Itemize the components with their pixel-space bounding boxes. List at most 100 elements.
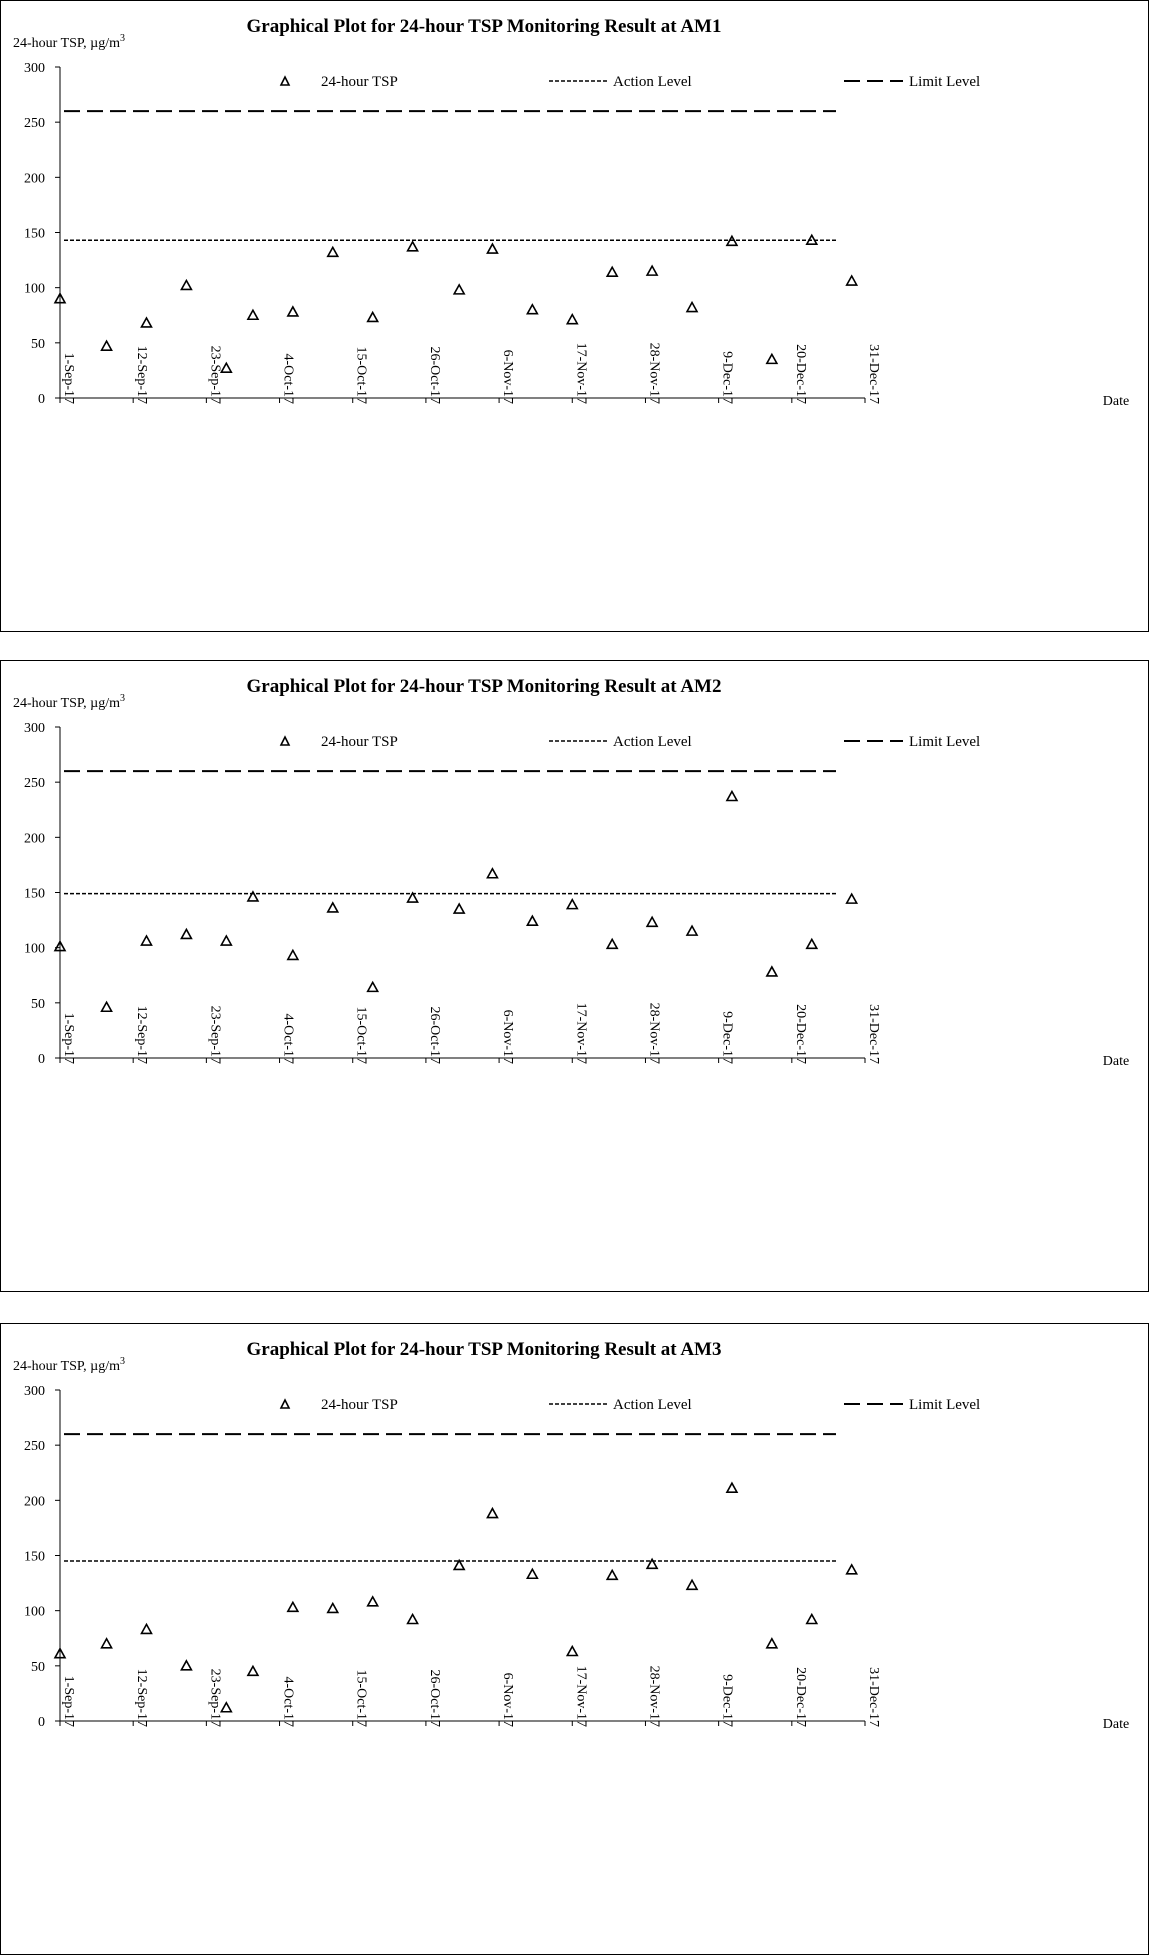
- data-point: [765, 1637, 779, 1649]
- data-point: [246, 1664, 260, 1677]
- y-axis-label: 24-hour TSP, µg/m3: [13, 1356, 125, 1374]
- legend-label-tsp: 24-hour TSP: [321, 74, 398, 90]
- legend-label-action: Action Level: [613, 1397, 692, 1413]
- data-point: [765, 352, 779, 365]
- y-axis-label: 24-hour TSP, µg/m3: [13, 33, 125, 51]
- chart-panel-am2: Graphical Plot for 24-hour TSP Monitorin…: [0, 660, 1149, 1292]
- x-tick-label: 9-Dec-17: [720, 1674, 735, 1727]
- y-tick-label: 150: [24, 227, 45, 242]
- data-point: [486, 242, 499, 254]
- x-tick-label: 17-Nov-17: [573, 1003, 588, 1064]
- y-tick-label: 200: [24, 831, 45, 846]
- data-point: [406, 240, 419, 252]
- data-point: [725, 789, 739, 802]
- legend-label-limit: Limit Level: [909, 1397, 980, 1413]
- x-tick-label: 9-Dec-17: [720, 1011, 735, 1064]
- x-tick-label: 4-Oct-17: [281, 1013, 296, 1064]
- x-tick-label: 1-Sep-17: [61, 1013, 76, 1064]
- x-tick-label: 1-Sep-17: [61, 1676, 76, 1727]
- y-axis-label-superscript: 3: [120, 693, 125, 704]
- x-tick-label: 12-Sep-17: [134, 1669, 149, 1727]
- y-tick-label: 150: [24, 1550, 45, 1565]
- x-tick-label: 20-Dec-17: [793, 344, 808, 404]
- x-tick-label: 12-Sep-17: [134, 346, 149, 404]
- x-tick-label: 12-Sep-17: [134, 1006, 149, 1064]
- legend-label-tsp: 24-hour TSP: [321, 734, 398, 750]
- data-point: [645, 264, 659, 276]
- data-point: [845, 1563, 859, 1575]
- y-tick-label: 300: [24, 61, 45, 76]
- y-tick-label: 50: [31, 997, 45, 1012]
- x-tick-label: 15-Oct-17: [354, 1669, 369, 1727]
- y-tick-label: 200: [24, 1494, 45, 1509]
- x-tick-label: 9-Dec-17: [720, 351, 735, 404]
- y-axis-label-text: 24-hour TSP, µg/m: [13, 696, 120, 711]
- data-point: [565, 897, 579, 910]
- data-point: [406, 1612, 419, 1625]
- data-point: [286, 305, 300, 317]
- y-tick-label: 300: [24, 1384, 45, 1399]
- data-point: [286, 948, 300, 961]
- data-point: [525, 914, 539, 926]
- data-point: [246, 308, 260, 321]
- y-tick-label: 50: [31, 1660, 45, 1675]
- y-tick-label: 250: [24, 116, 45, 131]
- y-tick-label: 0: [38, 1052, 45, 1067]
- data-point: [180, 278, 193, 291]
- data-point: [685, 300, 699, 313]
- y-axis-label-text: 24-hour TSP, µg/m: [13, 36, 120, 51]
- data-point: [452, 1558, 466, 1571]
- data-point: [565, 313, 579, 325]
- x-tick-label: 6-Nov-17: [500, 1010, 515, 1064]
- x-tick-label: 17-Nov-17: [573, 1666, 588, 1727]
- data-point: [805, 937, 819, 950]
- data-point: [805, 233, 819, 246]
- data-point: [486, 867, 499, 879]
- y-tick-label: 250: [24, 1439, 45, 1454]
- x-tick-label: 1-Sep-17: [61, 353, 76, 404]
- y-tick-label: 0: [38, 392, 45, 407]
- data-point: [366, 310, 380, 323]
- chart-title: Graphical Plot for 24-hour TSP Monitorin…: [246, 16, 721, 37]
- x-axis-label: Date: [1103, 1054, 1129, 1069]
- data-point: [685, 924, 699, 936]
- data-point: [180, 927, 193, 940]
- y-tick-label: 100: [24, 942, 45, 957]
- data-point: [246, 890, 260, 902]
- data-point: [525, 303, 539, 315]
- chart-am3: Graphical Plot for 24-hour TSP Monitorin…: [13, 1339, 1129, 1732]
- x-tick-label: 15-Oct-17: [354, 1006, 369, 1064]
- y-tick-label: 300: [24, 721, 45, 736]
- data-point: [685, 1578, 699, 1591]
- x-tick-label: 6-Nov-17: [500, 350, 515, 404]
- chart-title: Graphical Plot for 24-hour TSP Monitorin…: [246, 1339, 721, 1360]
- legend-label-tsp: 24-hour TSP: [321, 1397, 398, 1413]
- x-axis-label: Date: [1103, 394, 1129, 409]
- data-point: [605, 937, 619, 950]
- data-point: [366, 1595, 380, 1607]
- data-point: [100, 1000, 113, 1013]
- data-point: [805, 1612, 819, 1625]
- data-point: [725, 1481, 739, 1493]
- x-tick-label: 28-Nov-17: [646, 343, 661, 404]
- x-tick-label: 28-Nov-17: [646, 1003, 661, 1064]
- x-tick-label: 23-Sep-17: [207, 346, 222, 404]
- data-point: [53, 1647, 67, 1659]
- data-point: [525, 1567, 539, 1580]
- x-tick-label: 26-Oct-17: [427, 1669, 442, 1727]
- data-point: [845, 892, 859, 904]
- y-tick-label: 250: [24, 776, 45, 791]
- data-point: [645, 915, 659, 928]
- x-tick-label: 31-Dec-17: [866, 1667, 881, 1727]
- y-tick-label: 100: [24, 1605, 45, 1620]
- data-point: [180, 1659, 193, 1671]
- x-axis-label: Date: [1103, 1717, 1129, 1732]
- x-tick-label: 31-Dec-17: [866, 1004, 881, 1064]
- x-tick-label: 4-Oct-17: [281, 1676, 296, 1727]
- data-point: [605, 1568, 619, 1581]
- y-axis-label-superscript: 3: [120, 1356, 125, 1367]
- data-point: [326, 901, 340, 913]
- x-tick-label: 20-Dec-17: [793, 1667, 808, 1727]
- data-point: [452, 283, 466, 295]
- y-tick-label: 200: [24, 171, 45, 186]
